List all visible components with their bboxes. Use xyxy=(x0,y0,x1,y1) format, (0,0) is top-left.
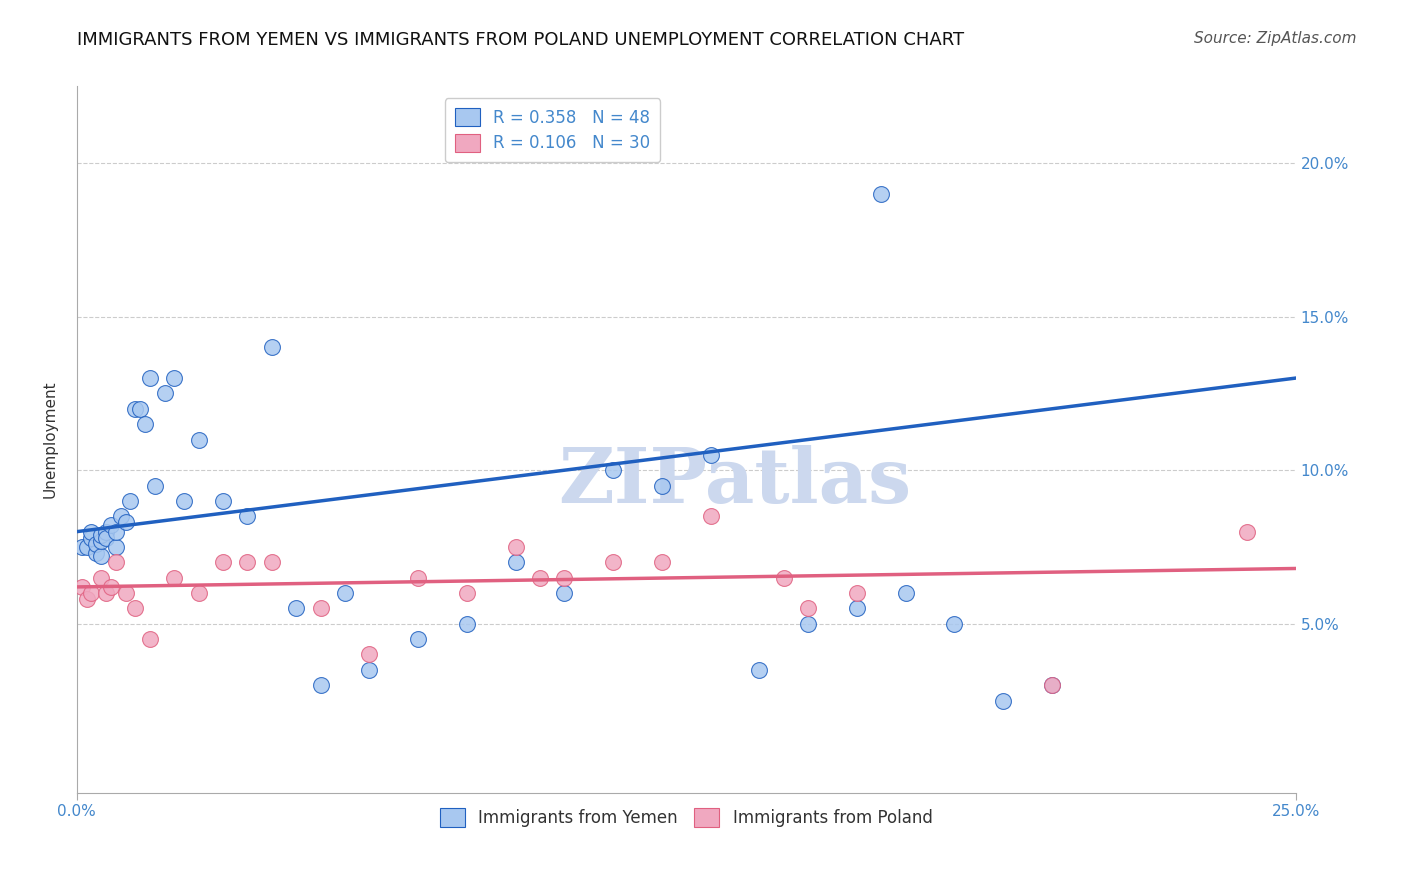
Point xyxy=(1040,678,1063,692)
Point xyxy=(236,555,259,569)
Point xyxy=(651,478,673,492)
Point xyxy=(86,537,108,551)
Point xyxy=(80,531,103,545)
Point xyxy=(797,601,820,615)
Point xyxy=(100,518,122,533)
Point xyxy=(797,616,820,631)
Point xyxy=(139,371,162,385)
Point xyxy=(94,524,117,539)
Point xyxy=(114,586,136,600)
Y-axis label: Unemployment: Unemployment xyxy=(44,381,58,499)
Point xyxy=(406,571,429,585)
Point xyxy=(553,571,575,585)
Point xyxy=(187,586,209,600)
Point xyxy=(845,601,868,615)
Point xyxy=(104,555,127,569)
Point xyxy=(129,401,152,416)
Point xyxy=(505,540,527,554)
Point xyxy=(143,478,166,492)
Point xyxy=(120,494,142,508)
Point xyxy=(456,586,478,600)
Point xyxy=(110,509,132,524)
Point xyxy=(309,601,332,615)
Point xyxy=(100,580,122,594)
Point xyxy=(602,463,624,477)
Point xyxy=(943,616,966,631)
Text: IMMIGRANTS FROM YEMEN VS IMMIGRANTS FROM POLAND UNEMPLOYMENT CORRELATION CHART: IMMIGRANTS FROM YEMEN VS IMMIGRANTS FROM… xyxy=(77,31,965,49)
Point xyxy=(86,546,108,560)
Point xyxy=(1040,678,1063,692)
Point xyxy=(651,555,673,569)
Point xyxy=(309,678,332,692)
Point xyxy=(134,417,156,432)
Point xyxy=(260,340,283,354)
Point xyxy=(90,527,112,541)
Point xyxy=(772,571,794,585)
Point xyxy=(602,555,624,569)
Point xyxy=(406,632,429,646)
Point xyxy=(124,401,146,416)
Point xyxy=(104,524,127,539)
Point xyxy=(456,616,478,631)
Point xyxy=(70,580,93,594)
Point xyxy=(163,371,186,385)
Point xyxy=(260,555,283,569)
Point xyxy=(870,186,893,201)
Point xyxy=(212,494,235,508)
Point xyxy=(699,509,721,524)
Point xyxy=(845,586,868,600)
Point xyxy=(124,601,146,615)
Legend: Immigrants from Yemen, Immigrants from Poland: Immigrants from Yemen, Immigrants from P… xyxy=(433,802,939,834)
Point xyxy=(90,571,112,585)
Point xyxy=(991,693,1014,707)
Point xyxy=(1236,524,1258,539)
Point xyxy=(748,663,770,677)
Point xyxy=(153,386,176,401)
Point xyxy=(70,540,93,554)
Point xyxy=(76,540,98,554)
Point xyxy=(212,555,235,569)
Point xyxy=(359,648,381,662)
Point xyxy=(187,433,209,447)
Point xyxy=(76,592,98,607)
Point xyxy=(90,549,112,564)
Point xyxy=(359,663,381,677)
Point xyxy=(173,494,195,508)
Point xyxy=(699,448,721,462)
Point xyxy=(163,571,186,585)
Point xyxy=(90,533,112,548)
Point xyxy=(94,586,117,600)
Point xyxy=(80,586,103,600)
Point xyxy=(529,571,551,585)
Text: Source: ZipAtlas.com: Source: ZipAtlas.com xyxy=(1194,31,1357,46)
Point xyxy=(80,524,103,539)
Point xyxy=(104,540,127,554)
Text: ZIPatlas: ZIPatlas xyxy=(558,445,911,519)
Point xyxy=(114,516,136,530)
Point xyxy=(333,586,356,600)
Point xyxy=(505,555,527,569)
Point xyxy=(94,531,117,545)
Point xyxy=(139,632,162,646)
Point xyxy=(236,509,259,524)
Point xyxy=(553,586,575,600)
Point xyxy=(894,586,917,600)
Point xyxy=(285,601,308,615)
